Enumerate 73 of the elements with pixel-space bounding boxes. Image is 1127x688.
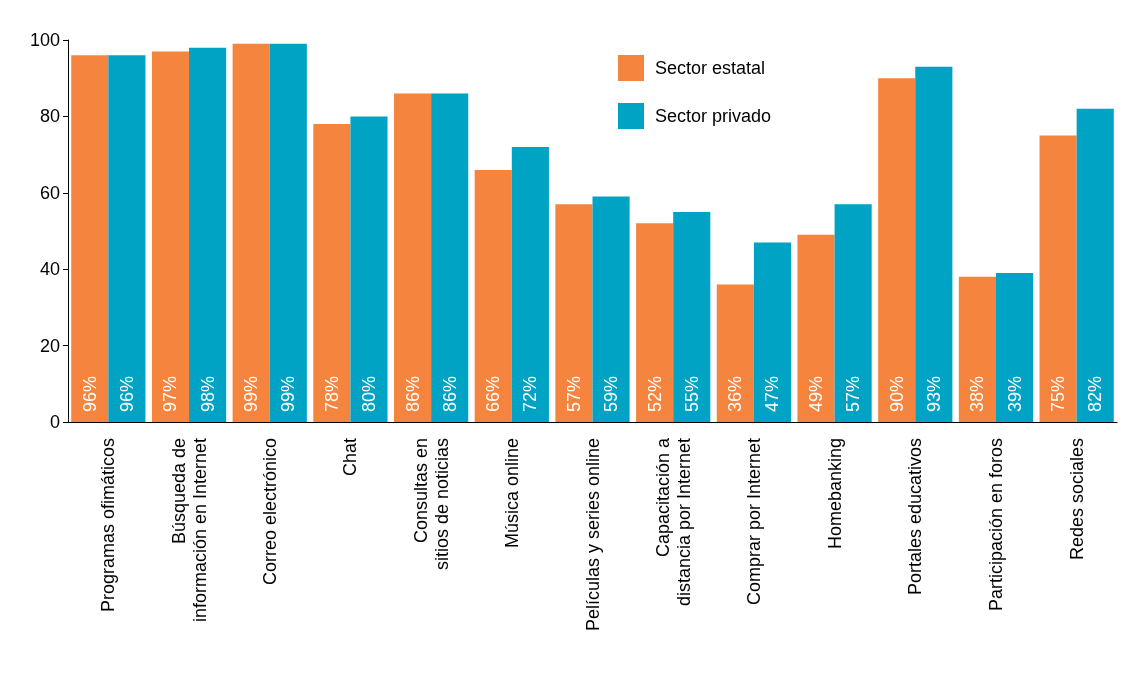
bar — [797, 234, 835, 422]
data-label: 57% — [563, 375, 584, 412]
data-label: 59% — [601, 375, 622, 412]
y-tick-label: 80 — [39, 106, 60, 127]
data-label: 47% — [762, 375, 783, 412]
bar — [878, 78, 916, 422]
x-tick-label: Música online — [501, 438, 522, 549]
y-tick-label: 40 — [39, 259, 60, 280]
x-tick-label: Capacitación a distancia por Internet — [652, 437, 694, 607]
x-tick-label: Programas ofimáticos — [98, 438, 119, 613]
x-tick-label: Búsqueda de información en Internet — [168, 438, 210, 623]
x-tick-label: Correo electrónico — [259, 438, 280, 586]
x-tick-label: Homebanking — [824, 438, 845, 550]
x-tick-label: Portales educativos — [905, 438, 926, 596]
data-label: 66% — [483, 375, 504, 412]
x-tick-label: Consultas en sitios de noticias — [410, 438, 452, 571]
bar — [474, 169, 512, 422]
bar — [753, 242, 791, 422]
bar — [716, 284, 754, 422]
bar — [834, 204, 872, 422]
data-label: 49% — [806, 375, 827, 412]
y-tick-label: 20 — [39, 335, 60, 356]
data-label: 39% — [1004, 375, 1025, 412]
y-tick-label: 0 — [49, 412, 60, 432]
x-tick-label: Comprar por Internet — [743, 438, 764, 606]
bar — [313, 124, 351, 422]
bar — [673, 211, 711, 422]
bar — [636, 223, 674, 422]
bar — [1039, 135, 1077, 422]
bar — [232, 43, 270, 422]
bar — [108, 55, 146, 422]
data-label: 86% — [439, 375, 460, 412]
legend-label: Sector privado — [655, 106, 772, 126]
bar — [555, 204, 593, 422]
bar — [189, 47, 227, 422]
bar — [592, 196, 630, 422]
bar — [958, 276, 996, 422]
data-label: 75% — [1048, 375, 1069, 412]
data-label: 82% — [1085, 375, 1106, 412]
bar — [71, 55, 109, 422]
data-label: 97% — [160, 375, 181, 412]
data-label: 80% — [358, 375, 379, 412]
data-label: 96% — [79, 375, 100, 412]
x-tick-label: Participación en foros — [985, 438, 1006, 612]
data-label: 99% — [278, 375, 299, 412]
data-label: 96% — [116, 375, 137, 412]
data-label: 98% — [197, 375, 218, 412]
data-label: 93% — [923, 375, 944, 412]
data-label: 36% — [725, 375, 746, 412]
bar — [511, 146, 549, 422]
bar — [151, 51, 190, 422]
bar — [1076, 108, 1114, 422]
data-label: 99% — [241, 375, 262, 412]
x-tick-label: Películas y series online — [582, 438, 603, 632]
y-tick-label: 60 — [39, 182, 60, 203]
data-label: 52% — [644, 375, 665, 412]
bar — [350, 116, 388, 422]
bar — [394, 93, 432, 422]
data-label: 38% — [967, 375, 988, 412]
bar — [995, 273, 1034, 422]
bar — [431, 93, 469, 422]
x-tick-label: Redes sociales — [1066, 438, 1087, 561]
data-label: 90% — [886, 375, 907, 412]
legend-label: Sector estatal — [655, 58, 766, 78]
bar — [915, 66, 953, 422]
data-label: 72% — [520, 375, 541, 412]
bar — [269, 43, 307, 422]
data-label: 57% — [843, 375, 864, 412]
y-tick-label: 100 — [29, 30, 60, 50]
data-label: 86% — [402, 375, 423, 412]
data-label: 55% — [681, 375, 702, 412]
data-label: 78% — [321, 375, 342, 412]
x-tick-label: Chat — [340, 438, 361, 477]
